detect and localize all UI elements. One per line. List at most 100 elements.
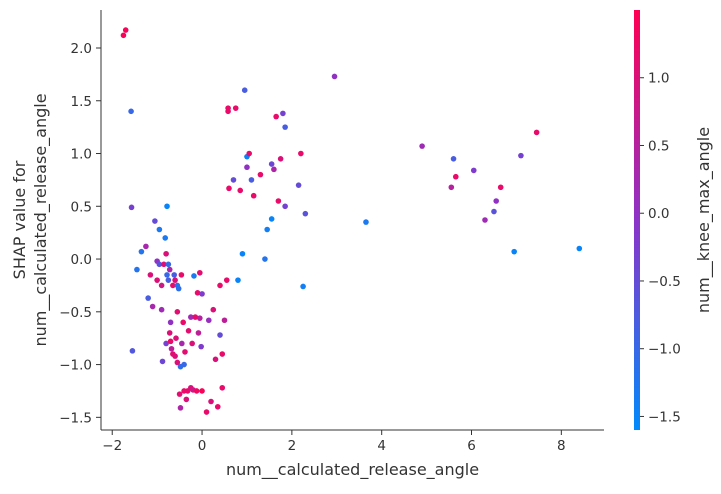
data-point: [161, 261, 167, 268]
data-point: [450, 155, 457, 162]
data-point: [178, 272, 185, 278]
data-point: [175, 285, 182, 292]
data-point: [275, 198, 282, 204]
data-point: [217, 282, 223, 289]
data-point: [273, 113, 279, 120]
data-point: [533, 129, 540, 136]
data-point: [128, 204, 135, 211]
data-point: [188, 314, 194, 320]
data-point: [158, 282, 165, 289]
data-point: [208, 398, 214, 405]
data-point: [576, 245, 583, 252]
data-point: [235, 277, 241, 283]
data-point: [182, 349, 188, 355]
data-point: [277, 155, 284, 162]
y-axis-title-line-1: SHAP value for: [10, 160, 29, 279]
data-point: [158, 306, 165, 313]
data-point: [210, 306, 217, 313]
data-point: [203, 409, 210, 415]
data-point: [193, 388, 200, 394]
colorbar-tick-label: 0.5: [648, 138, 669, 154]
data-point: [298, 150, 304, 157]
y-axis-title: SHAP value for num__calculated_release_a…: [10, 93, 51, 346]
data-point: [214, 403, 221, 410]
data-point: [192, 314, 199, 320]
data-point: [164, 272, 170, 278]
data-point: [134, 266, 140, 273]
x-tick-label: 6: [467, 438, 476, 454]
data-point: [217, 332, 223, 338]
data-point: [226, 185, 232, 192]
data-point: [149, 303, 156, 310]
data-point: [232, 105, 239, 111]
data-point: [219, 351, 226, 357]
data-point: [518, 152, 524, 159]
data-point: [282, 203, 288, 210]
data-point: [120, 32, 127, 39]
x-tick-label: 2: [288, 438, 297, 454]
x-tick-label: 0: [198, 438, 207, 454]
data-point: [156, 261, 163, 268]
data-point: [282, 124, 288, 130]
data-point: [212, 356, 219, 363]
data-point: [199, 388, 205, 394]
y-tick-label: 2.0: [71, 41, 92, 57]
data-point: [199, 291, 205, 297]
colorbar-gradient: [634, 10, 640, 430]
y-tick-label: −0.5: [59, 305, 92, 321]
data-point: [219, 384, 226, 391]
data-point: [170, 282, 176, 289]
data-point: [241, 87, 248, 94]
data-point: [511, 248, 517, 255]
data-point: [181, 361, 187, 368]
colorbar-tick-label: 1.0: [648, 71, 669, 87]
data-point: [452, 173, 459, 180]
y-tick-label: 0.5: [71, 199, 92, 215]
x-axis-title: num__calculated_release_angle: [226, 460, 479, 480]
points-layer: [120, 27, 583, 415]
data-point: [268, 216, 275, 222]
data-point: [143, 243, 149, 250]
data-point: [165, 277, 172, 283]
data-point: [221, 317, 228, 324]
data-point: [295, 182, 302, 188]
data-point: [419, 143, 425, 149]
data-point: [331, 73, 338, 80]
colorbar-tick-label: 0.0: [648, 206, 669, 222]
data-point: [262, 256, 268, 262]
data-point: [205, 317, 212, 324]
data-point: [156, 226, 163, 233]
x-tick-label: 4: [377, 438, 386, 454]
data-point: [257, 171, 264, 178]
data-point: [491, 208, 497, 215]
data-point: [271, 166, 277, 173]
data-point: [268, 161, 275, 167]
data-point: [482, 217, 488, 223]
data-point: [168, 345, 175, 352]
colorbar-tick-label: −1.0: [648, 342, 681, 358]
data-point: [189, 340, 195, 347]
colorbar-tick-label: −1.5: [648, 409, 681, 425]
data-point: [198, 343, 204, 350]
y-tick-label: −1.0: [59, 358, 92, 374]
data-point: [194, 290, 201, 296]
data-point: [129, 348, 136, 354]
data-point: [174, 309, 181, 315]
data-point: [171, 272, 178, 278]
data-point: [176, 391, 183, 397]
colorbar-title: num__knee_max_angle: [694, 127, 714, 313]
data-point: [448, 184, 455, 191]
data-point: [163, 340, 169, 347]
data-point: [183, 396, 190, 403]
data-point: [165, 261, 172, 268]
data-point: [179, 340, 185, 347]
data-point: [280, 110, 286, 117]
x-tick-label: −2: [102, 438, 122, 454]
data-point: [197, 269, 203, 276]
data-point: [470, 167, 477, 174]
data-point: [159, 358, 166, 365]
y-tick-label: 1.5: [71, 94, 92, 110]
data-point: [230, 177, 237, 183]
